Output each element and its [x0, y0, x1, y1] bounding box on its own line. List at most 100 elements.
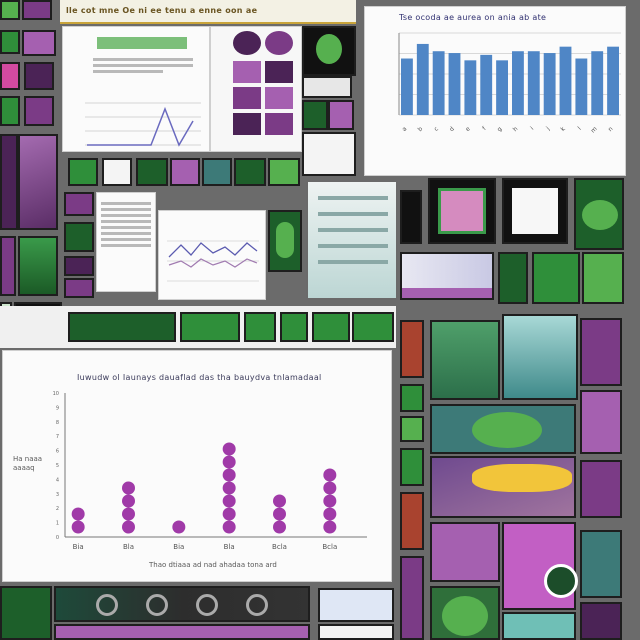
- thumb-tile: [352, 312, 394, 342]
- bar-tick-label: h: [512, 125, 520, 133]
- dot-marker: [222, 520, 236, 534]
- thumb-tile: [170, 158, 200, 186]
- dot-chart-panel: Iuwudw ol Iaunays dauaflad das tha bauyd…: [2, 350, 392, 582]
- bar-tick-label: b: [417, 125, 425, 133]
- bar: [401, 58, 413, 115]
- thumb-tile: [180, 312, 240, 342]
- x-tick-label: Bcla: [272, 543, 287, 551]
- thumb-tile: [582, 252, 624, 304]
- x-tick-label: Bla: [123, 543, 134, 551]
- thumb-tile: [328, 100, 354, 130]
- thumb-tile: [502, 612, 576, 640]
- thumb-tile: [580, 460, 622, 518]
- thumb-tile: [502, 522, 578, 610]
- x-tick-label: Bcla: [322, 543, 337, 551]
- bar: [512, 51, 524, 115]
- framed-image: [502, 178, 568, 244]
- bar-tick-label: m: [590, 125, 599, 134]
- dot-marker: [172, 520, 186, 534]
- dot-marker: [222, 507, 236, 521]
- dot-marker: [122, 520, 135, 534]
- thumb-tile: [18, 134, 58, 230]
- document-panel: [96, 192, 156, 292]
- y-tick-label: 4: [56, 477, 59, 483]
- thumb-tile: [430, 456, 576, 518]
- thumb-tile: [312, 312, 350, 342]
- thumb-tile: [202, 158, 232, 186]
- line-chart-panel: [158, 210, 266, 300]
- thumb-tile: [400, 448, 424, 486]
- icon-grid-panel: [210, 26, 302, 152]
- bar: [591, 51, 604, 115]
- dot-marker: [122, 494, 135, 508]
- bar: [543, 53, 556, 115]
- thumb-tile: [502, 314, 578, 400]
- thumb-tile: [430, 320, 500, 400]
- y-tick-label: 5: [56, 463, 59, 469]
- thumb-tile: [18, 236, 58, 296]
- thumb-tile: [280, 312, 308, 342]
- dot-marker: [273, 507, 286, 521]
- thumb-tile: [0, 0, 20, 20]
- bar: [464, 60, 477, 115]
- dot-marker: [323, 468, 337, 482]
- thumb-tile: [0, 96, 20, 126]
- dot-marker: [122, 481, 135, 495]
- thumb-tile: [68, 312, 176, 342]
- thumb-tile: [400, 492, 424, 550]
- thumb-tile: [318, 588, 394, 622]
- thumb-tile: [430, 522, 500, 582]
- y-tick-label: 1: [56, 521, 59, 527]
- wave-line-chart: [167, 240, 259, 282]
- bar: [559, 46, 572, 115]
- thumb-tile: [136, 158, 168, 186]
- top-banner-text: lle cot mne Oe ni ee tenu a enne oon ae: [66, 6, 258, 15]
- thumb-tile: [574, 178, 624, 250]
- thumb-tile: [400, 556, 424, 640]
- thumb-tile: [302, 26, 356, 76]
- bar: [575, 58, 588, 115]
- y-tick-label: 8: [56, 420, 59, 426]
- bar: [607, 46, 619, 115]
- dot-marker: [323, 481, 337, 495]
- bar-tick-label: g: [496, 125, 504, 133]
- bar: [496, 60, 508, 115]
- dot-marker: [323, 507, 337, 521]
- bar-tick-label: j: [544, 125, 551, 132]
- mini-line-chart: [85, 102, 201, 147]
- y-tick-label: 0: [56, 535, 59, 541]
- thumb-tile: [22, 30, 56, 56]
- thumb-tile: [400, 320, 424, 378]
- thumb-tile: [532, 252, 580, 304]
- thumb-tile: [0, 134, 18, 230]
- dot-marker: [222, 468, 236, 482]
- wave-line-b: [168, 258, 258, 268]
- thumb-tile: [234, 158, 266, 186]
- thumb-tile: [498, 252, 528, 304]
- dot-marker: [71, 507, 85, 521]
- thumb-tile: [24, 62, 54, 90]
- bar-tick-label: n: [607, 125, 615, 133]
- dot-marker: [323, 520, 337, 534]
- thumb-tile: [580, 318, 622, 386]
- bar: [527, 51, 540, 115]
- dot-marker: [222, 481, 236, 495]
- document-panel: [62, 26, 210, 152]
- bar-chart-title: Tse ocoda ae aurea on ania ab ate: [399, 13, 547, 22]
- server-image: [306, 180, 398, 300]
- top-banner: lle cot mne Oe ni ee tenu a enne oon ae: [60, 0, 356, 24]
- thumb-tile: [580, 390, 622, 454]
- thumb-tile: [302, 76, 352, 98]
- thumb-tile: [68, 158, 98, 186]
- thumb-tile: [580, 602, 622, 640]
- thumb-tile: [64, 222, 94, 252]
- thumb-tile: [430, 404, 576, 454]
- bar-tick-label: f: [481, 125, 488, 132]
- dot-marker: [71, 520, 85, 534]
- bar-tick-label: c: [433, 125, 440, 132]
- dot-marker: [222, 442, 236, 456]
- y-tick-label: 2: [56, 506, 59, 512]
- y-tick-label: 3: [56, 492, 59, 498]
- y-tick-label: 10: [53, 391, 59, 397]
